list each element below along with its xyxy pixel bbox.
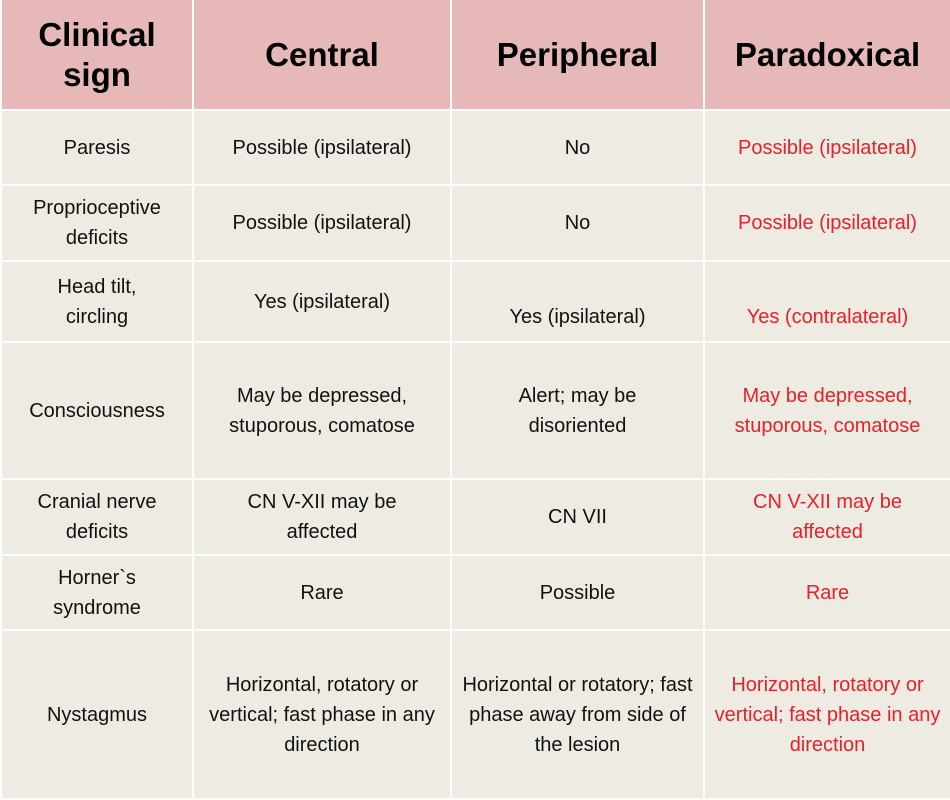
peripheral-cell: Horizontal or rotatory; fast phase away … xyxy=(450,629,705,800)
central-cell: Rare xyxy=(192,554,452,631)
paradoxical-cell: CN V-XII may be affected xyxy=(703,478,950,556)
peripheral-cell: Possible xyxy=(450,554,705,631)
paradoxical-cell: May be depressed, stuporous, comatose xyxy=(703,341,950,480)
central-cell: Possible (ipsilateral) xyxy=(192,109,452,186)
sign-cell: Horner`s syndrome xyxy=(0,554,194,631)
table-row: Nystagmus Horizontal, rotatory or vertic… xyxy=(0,629,950,800)
header-central: Central xyxy=(192,0,452,111)
peripheral-cell: Yes (ipsilateral) xyxy=(450,260,705,343)
peripheral-cell: Alert; may be disoriented xyxy=(450,341,705,480)
paradoxical-cell: Yes (contralateral) xyxy=(703,260,950,343)
central-cell: May be depressed, stuporous, comatose xyxy=(192,341,452,480)
header-peripheral: Peripheral xyxy=(450,0,705,111)
table-row: Cranial nerve deficits CN V-XII may be a… xyxy=(0,478,950,556)
peripheral-cell: No xyxy=(450,184,705,262)
header-row: Clinical sign Central Peripheral Paradox… xyxy=(0,0,950,111)
paradoxical-cell: Possible (ipsilateral) xyxy=(703,184,950,262)
central-cell: Horizontal, rotatory or vertical; fast p… xyxy=(192,629,452,800)
paradoxical-cell: Horizontal, rotatory or vertical; fast p… xyxy=(703,629,950,800)
table-row: Proprioceptive deficits Possible (ipsila… xyxy=(0,184,950,262)
header-paradoxical: Paradoxical xyxy=(703,0,950,111)
paradoxical-cell: Rare xyxy=(703,554,950,631)
sign-cell: Proprioceptive deficits xyxy=(0,184,194,262)
peripheral-cell: No xyxy=(450,109,705,186)
peripheral-cell: CN VII xyxy=(450,478,705,556)
sign-cell: Paresis xyxy=(0,109,194,186)
central-cell: CN V-XII may be affected xyxy=(192,478,452,556)
table-row: Paresis Possible (ipsilateral) No Possib… xyxy=(0,109,950,186)
sign-cell: Cranial nerve deficits xyxy=(0,478,194,556)
sign-cell: Nystagmus xyxy=(0,629,194,800)
table-row: Horner`s syndrome Rare Possible Rare xyxy=(0,554,950,631)
central-cell: Possible (ipsilateral) xyxy=(192,184,452,262)
paradoxical-cell: Possible (ipsilateral) xyxy=(703,109,950,186)
table-row: Consciousness May be depressed, stuporou… xyxy=(0,341,950,480)
sign-cell: Consciousness xyxy=(0,341,194,480)
sign-cell: Head tilt, circling xyxy=(0,260,194,343)
header-clinical-sign: Clinical sign xyxy=(0,0,194,111)
central-cell: Yes (ipsilateral) xyxy=(192,260,452,343)
table-row: Head tilt, circling Yes (ipsilateral) Ye… xyxy=(0,260,950,343)
